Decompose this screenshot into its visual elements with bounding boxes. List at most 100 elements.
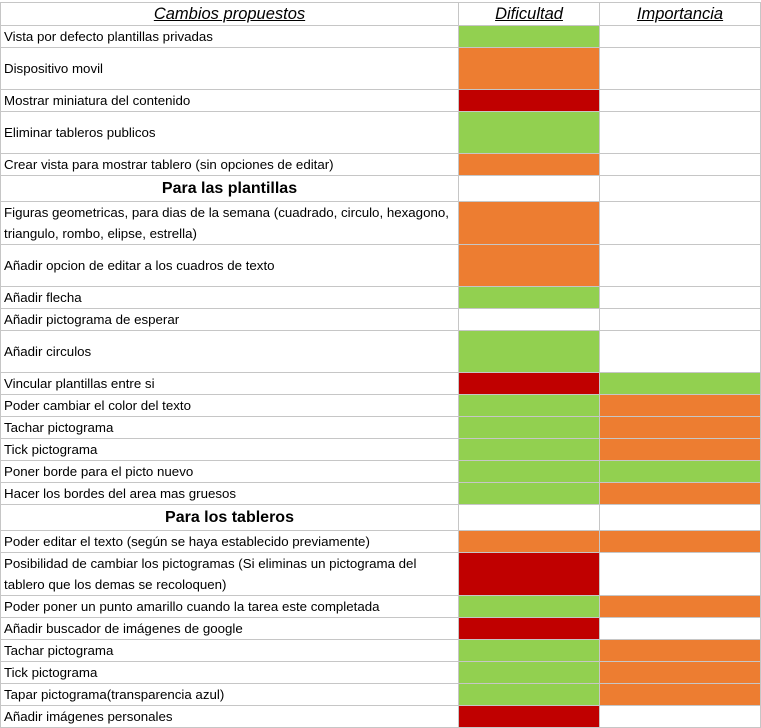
- change-label-cell[interactable]: Añadir pictograma de esperar: [0, 308, 459, 331]
- empty-cell[interactable]: [458, 175, 600, 202]
- difficulty-cell[interactable]: [458, 286, 600, 309]
- change-label-cell[interactable]: Posibilidad de cambiar los pictogramas (…: [0, 552, 459, 596]
- importance-cell[interactable]: [599, 394, 761, 417]
- change-label-cell[interactable]: Añadir flecha: [0, 286, 459, 309]
- change-label: Figuras geometricas, para dias de la sem…: [4, 205, 449, 241]
- change-label-cell[interactable]: Dispositivo movil: [0, 47, 459, 90]
- difficulty-cell[interactable]: [458, 308, 600, 331]
- change-label-cell[interactable]: Vista por defecto plantillas privadas: [0, 25, 459, 48]
- section-title[interactable]: Para los tableros: [0, 504, 459, 531]
- change-label-cell[interactable]: Añadir opcion de editar a los cuadros de…: [0, 244, 459, 287]
- difficulty-cell[interactable]: [458, 530, 600, 553]
- importance-cell[interactable]: [599, 47, 761, 90]
- importance-cell[interactable]: [599, 153, 761, 176]
- change-label-cell[interactable]: Poner borde para el picto nuevo: [0, 460, 459, 483]
- importance-cell[interactable]: [599, 705, 761, 728]
- change-label-cell[interactable]: Tick pictograma: [0, 661, 459, 684]
- section-title[interactable]: Para las plantillas: [0, 175, 459, 202]
- table-row: Poner borde para el picto nuevo: [0, 460, 761, 483]
- difficulty-cell[interactable]: [458, 201, 600, 245]
- section-row: Para los tableros: [0, 504, 761, 531]
- change-label-cell[interactable]: Mostrar miniatura del contenido: [0, 89, 459, 112]
- table-row: Posibilidad de cambiar los pictogramas (…: [0, 552, 761, 596]
- difficulty-cell[interactable]: [458, 330, 600, 373]
- importance-cell[interactable]: [599, 552, 761, 596]
- change-label-cell[interactable]: Eliminar tableros publicos: [0, 111, 459, 154]
- difficulty-cell[interactable]: [458, 153, 600, 176]
- importance-cell[interactable]: [599, 244, 761, 287]
- importance-cell[interactable]: [599, 89, 761, 112]
- difficulty-cell[interactable]: [458, 460, 600, 483]
- difficulty-cell[interactable]: [458, 416, 600, 439]
- difficulty-cell[interactable]: [458, 111, 600, 154]
- difficulty-cell[interactable]: [458, 47, 600, 90]
- change-label-cell[interactable]: Crear vista para mostrar tablero (sin op…: [0, 153, 459, 176]
- change-label: Vista por defecto plantillas privadas: [4, 29, 213, 44]
- importance-cell[interactable]: [599, 330, 761, 373]
- table-row: Dispositivo movil: [0, 47, 761, 90]
- change-label-cell[interactable]: Tachar pictograma: [0, 639, 459, 662]
- importance-cell[interactable]: [599, 201, 761, 245]
- importance-cell[interactable]: [599, 482, 761, 505]
- difficulty-cell[interactable]: [458, 438, 600, 461]
- change-label: Posibilidad de cambiar los pictogramas (…: [4, 556, 417, 592]
- header-dificultad[interactable]: Dificultad: [458, 2, 600, 26]
- change-label-cell[interactable]: Poder poner un punto amarillo cuando la …: [0, 595, 459, 618]
- importance-cell[interactable]: [599, 460, 761, 483]
- importance-cell[interactable]: [599, 661, 761, 684]
- change-label: Poder cambiar el color del texto: [4, 398, 191, 413]
- difficulty-cell[interactable]: [458, 683, 600, 706]
- change-label: Poder editar el texto (según se haya est…: [4, 534, 370, 549]
- change-label: Mostrar miniatura del contenido: [4, 93, 191, 108]
- change-label: Añadir imágenes personales: [4, 709, 173, 724]
- difficulty-cell[interactable]: [458, 661, 600, 684]
- difficulty-cell[interactable]: [458, 482, 600, 505]
- importance-cell[interactable]: [599, 372, 761, 395]
- empty-cell[interactable]: [458, 504, 600, 531]
- header-cambios-propuestos[interactable]: Cambios propuestos: [0, 2, 459, 26]
- empty-cell[interactable]: [599, 504, 761, 531]
- importance-cell[interactable]: [599, 595, 761, 618]
- change-label-cell[interactable]: Figuras geometricas, para dias de la sem…: [0, 201, 459, 245]
- change-label-cell[interactable]: Añadir imágenes personales: [0, 705, 459, 728]
- difficulty-cell[interactable]: [458, 394, 600, 417]
- table-row: Añadir circulos: [0, 330, 761, 373]
- header-importancia[interactable]: Importancia: [599, 2, 761, 26]
- change-label-cell[interactable]: Tachar pictograma: [0, 416, 459, 439]
- empty-cell[interactable]: [599, 175, 761, 202]
- importance-cell[interactable]: [599, 308, 761, 331]
- change-label-cell[interactable]: Añadir circulos: [0, 330, 459, 373]
- table-row: Vincular plantillas entre si: [0, 372, 761, 395]
- importance-cell[interactable]: [599, 416, 761, 439]
- header-row: Cambios propuestos Dificultad Importanci…: [0, 2, 761, 26]
- difficulty-cell[interactable]: [458, 639, 600, 662]
- importance-cell[interactable]: [599, 683, 761, 706]
- importance-cell[interactable]: [599, 639, 761, 662]
- difficulty-cell[interactable]: [458, 705, 600, 728]
- difficulty-cell[interactable]: [458, 595, 600, 618]
- importance-cell[interactable]: [599, 25, 761, 48]
- change-label-cell[interactable]: Tick pictograma: [0, 438, 459, 461]
- difficulty-cell[interactable]: [458, 552, 600, 596]
- change-label-cell[interactable]: Poder cambiar el color del texto: [0, 394, 459, 417]
- difficulty-cell[interactable]: [458, 372, 600, 395]
- importance-cell[interactable]: [599, 530, 761, 553]
- change-label-cell[interactable]: Tapar pictograma(transparencia azul): [0, 683, 459, 706]
- importance-cell[interactable]: [599, 438, 761, 461]
- difficulty-cell[interactable]: [458, 89, 600, 112]
- difficulty-cell[interactable]: [458, 25, 600, 48]
- difficulty-cell[interactable]: [458, 244, 600, 287]
- table-row: Añadir pictograma de esperar: [0, 308, 761, 331]
- change-label: Tachar pictograma: [4, 420, 114, 435]
- importance-cell[interactable]: [599, 286, 761, 309]
- change-label-cell[interactable]: Hacer los bordes del area mas gruesos: [0, 482, 459, 505]
- change-label-cell[interactable]: Añadir buscador de imágenes de google: [0, 617, 459, 640]
- change-label-cell[interactable]: Poder editar el texto (según se haya est…: [0, 530, 459, 553]
- change-label-cell[interactable]: Vincular plantillas entre si: [0, 372, 459, 395]
- table-row: Tick pictograma: [0, 661, 761, 684]
- importance-cell[interactable]: [599, 111, 761, 154]
- importance-cell[interactable]: [599, 617, 761, 640]
- difficulty-cell[interactable]: [458, 617, 600, 640]
- table-row: Hacer los bordes del area mas gruesos: [0, 482, 761, 505]
